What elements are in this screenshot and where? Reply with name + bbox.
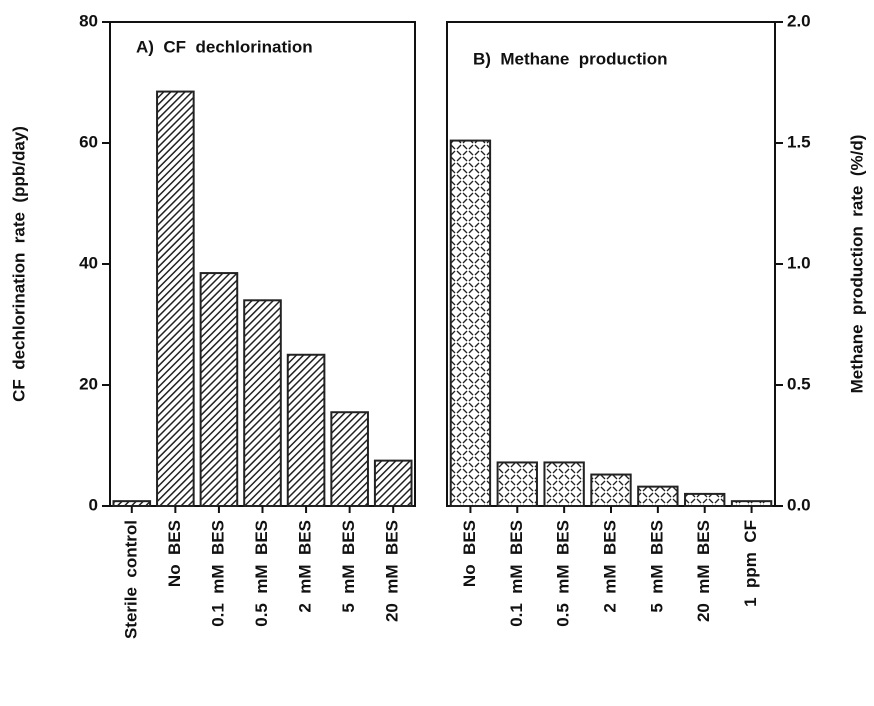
- x-tick-label: 5 mM BES: [647, 520, 666, 613]
- x-tick-label: 0.1 mM BES: [507, 520, 526, 627]
- bar: [330, 411, 369, 508]
- x-tick-label: 0.5 mM BES: [252, 520, 271, 627]
- x-tick-label: No BES: [165, 520, 184, 587]
- y-axis-label: Methane production rate (%/d): [847, 135, 866, 394]
- y-tick-label: 2.0: [787, 11, 811, 30]
- plot-frame: [446, 21, 776, 507]
- y-tick-label: 20: [79, 374, 98, 393]
- x-tick-label: 1 ppm CF: [741, 520, 760, 607]
- bar: [373, 459, 413, 507]
- x-tick-label: 0.5 mM BES: [554, 520, 573, 627]
- bar: [286, 353, 326, 507]
- y-tick-label: 0: [89, 495, 98, 514]
- bar: [637, 485, 679, 508]
- y-tick-label: 0.0: [787, 495, 811, 514]
- bar: [449, 139, 492, 508]
- bar: [543, 461, 585, 508]
- x-tick-label: 5 mM BES: [339, 520, 358, 613]
- bar: [590, 473, 632, 508]
- x-tick-label: 20 mM BES: [383, 520, 402, 622]
- bar: [243, 299, 282, 507]
- panel-title: A) CF dechlorination: [136, 37, 313, 56]
- y-tick-label: 1.0: [787, 253, 811, 272]
- x-tick-label: 20 mM BES: [694, 520, 713, 622]
- x-tick-label: 0.1 mM BES: [208, 520, 227, 627]
- bar: [112, 500, 152, 508]
- bar: [199, 272, 239, 508]
- y-tick-label: 1.5: [787, 132, 811, 151]
- x-tick-label: No BES: [460, 520, 479, 587]
- x-tick-label: 2 mM BES: [296, 520, 315, 613]
- x-tick-label: 2 mM BES: [600, 520, 619, 613]
- bar: [496, 461, 538, 508]
- y-tick-label: 80: [79, 11, 98, 30]
- panel-title: B) Methane production: [473, 49, 668, 68]
- bar: [684, 492, 726, 507]
- bar: [730, 500, 773, 508]
- y-tick-label: 0.5: [787, 374, 811, 393]
- y-axis-label: CF dechlorination rate (ppb/day): [9, 126, 28, 402]
- bar: [156, 90, 195, 507]
- y-tick-label: 60: [79, 132, 98, 151]
- y-tick-label: 40: [79, 253, 98, 272]
- x-tick-label: Sterile control: [121, 520, 140, 639]
